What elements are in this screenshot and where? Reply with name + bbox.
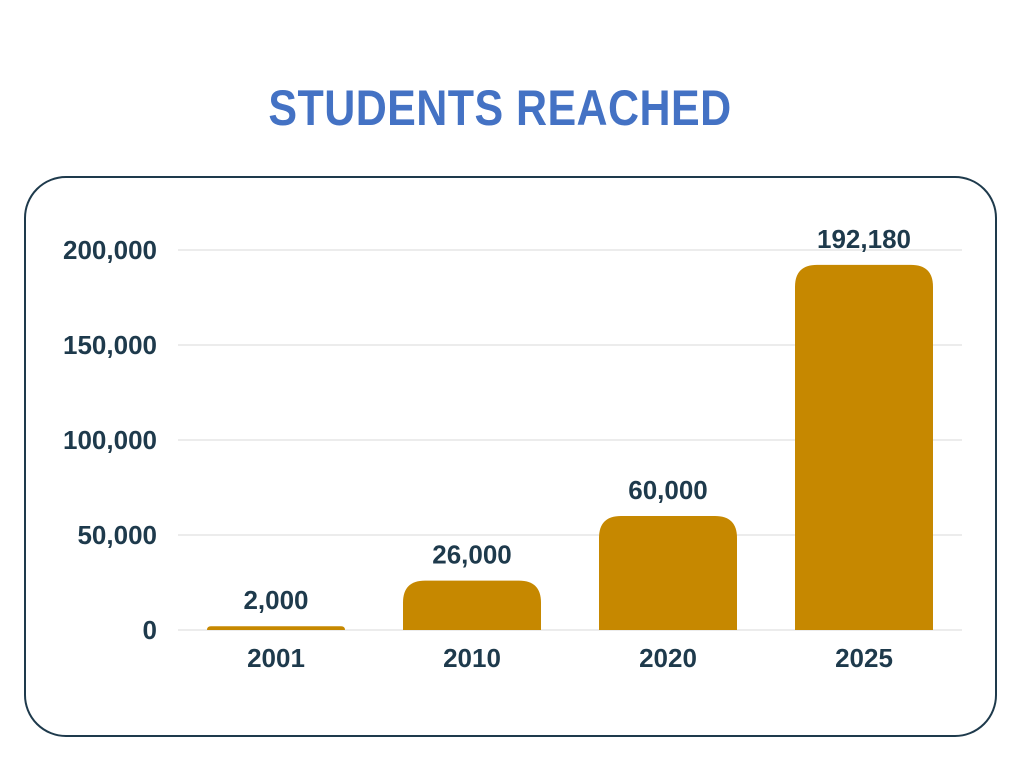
bar-2001 xyxy=(207,626,345,630)
x-tick-label: 2020 xyxy=(639,643,697,673)
y-tick-label: 100,000 xyxy=(63,425,157,455)
x-tick-label: 2001 xyxy=(247,643,305,673)
data-label: 60,000 xyxy=(628,475,708,505)
data-label: 26,000 xyxy=(432,540,512,570)
chart-frame xyxy=(24,176,997,737)
y-tick-label: 150,000 xyxy=(63,330,157,360)
x-tick-label: 2010 xyxy=(443,643,501,673)
y-tick-label: 50,000 xyxy=(77,520,157,550)
bar-2025 xyxy=(795,264,933,630)
bar-2010 xyxy=(403,580,541,630)
x-tick-label: 2025 xyxy=(835,643,893,673)
bar-2020 xyxy=(599,516,737,630)
chart-title: STUDENTS REACHED xyxy=(268,80,732,136)
y-tick-label: 0 xyxy=(143,615,157,645)
y-tick-label: 200,000 xyxy=(63,235,157,265)
data-label: 2,000 xyxy=(243,585,308,615)
data-label: 192,180 xyxy=(817,224,911,254)
